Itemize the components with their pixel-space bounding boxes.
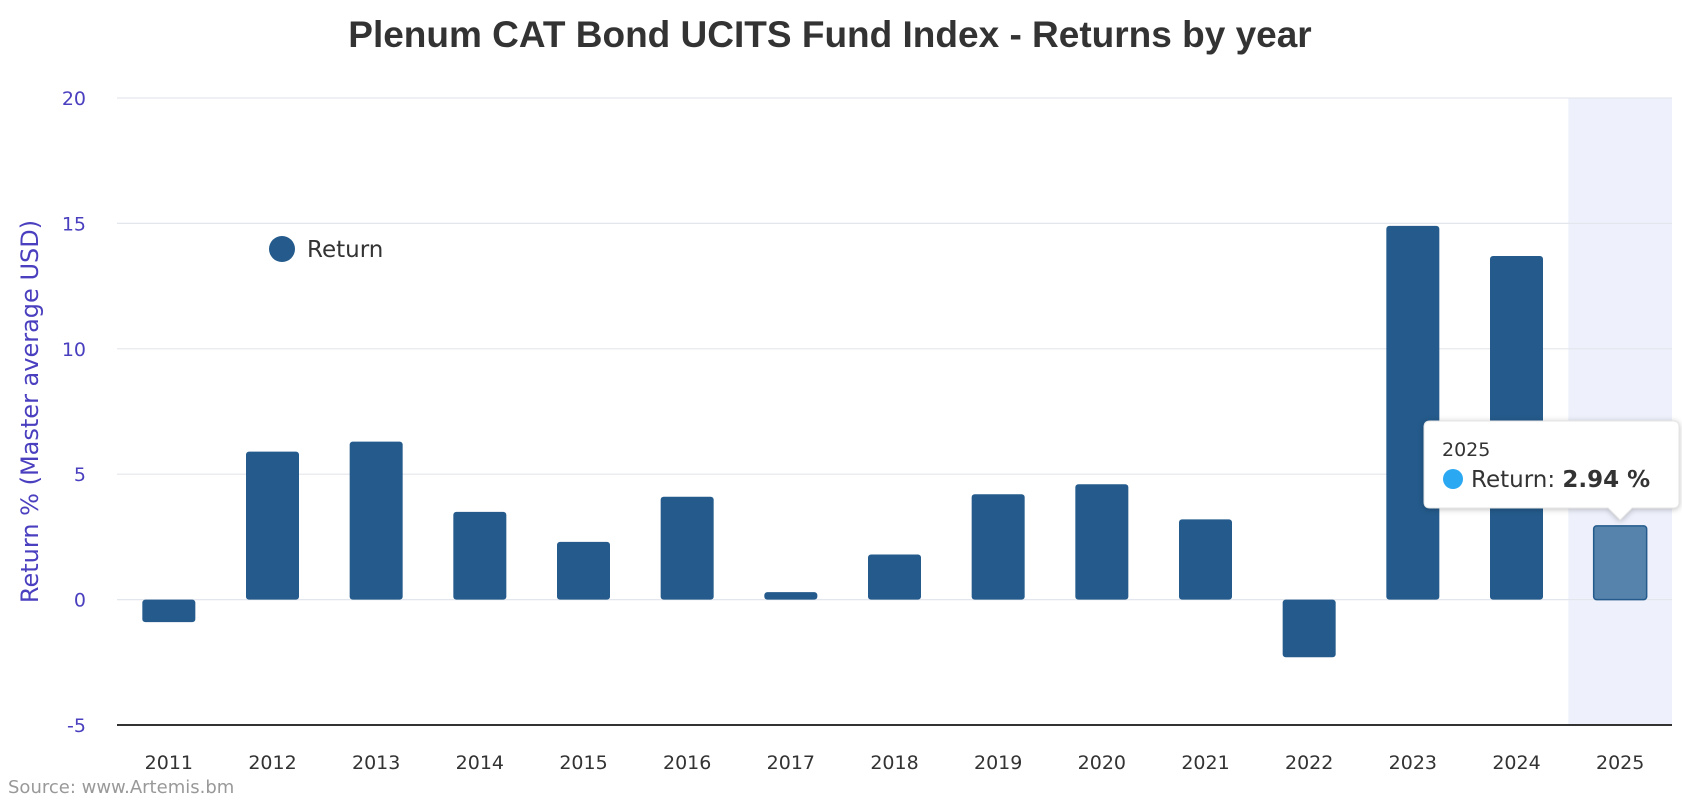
y-tick-label: -5 (67, 715, 86, 737)
source-credit[interactable]: Source: www.Artemis.bm (8, 777, 234, 798)
x-tick-label: 2021 (1181, 752, 1229, 774)
y-tick-label: 15 (62, 213, 86, 235)
tooltip-series-dot-icon (1443, 469, 1463, 489)
y-axis-ticks: 20 15 10 5 0 -5 (62, 88, 86, 737)
bar-2023[interactable] (1386, 225, 1440, 600)
y-tick-label: 10 (62, 339, 86, 361)
x-tick-label: 2020 (1078, 752, 1126, 774)
y-tick-label: 0 (74, 590, 86, 612)
highlight-band (1568, 98, 1672, 725)
tooltip-series-label: Return: (1471, 467, 1562, 493)
y-tick-label: 5 (74, 464, 86, 486)
tooltip-text: Return: 2.94 % (1471, 467, 1650, 493)
x-tick-label: 2013 (352, 752, 400, 774)
x-tick-label: 2023 (1389, 752, 1437, 774)
x-tick-label: 2014 (456, 752, 504, 774)
tooltip-category: 2025 (1442, 439, 1490, 461)
legend-label[interactable]: Return (307, 237, 383, 263)
x-tick-label: 2019 (974, 752, 1022, 774)
y-axis-label: Return % (Master average USD) (16, 220, 44, 603)
bar-2011[interactable] (142, 599, 196, 623)
legend-marker-icon (269, 236, 295, 262)
x-tick-label: 2011 (145, 752, 193, 774)
tooltip: 2025 Return: 2.94 % (1423, 420, 1680, 521)
tooltip-value: 2.94 % (1562, 467, 1650, 493)
bar-2013[interactable] (349, 441, 403, 600)
legend[interactable]: Return (269, 236, 383, 263)
x-tick-label: 2024 (1492, 752, 1540, 774)
y-tick-label: 20 (62, 88, 86, 110)
bar-2021[interactable] (1179, 519, 1232, 600)
bar-layer (142, 225, 1648, 658)
highlight-band-layer (1568, 98, 1672, 725)
chart-title: Plenum CAT Bond UCITS Fund Index - Retur… (348, 14, 1311, 55)
x-tick-label: 2018 (870, 752, 918, 774)
x-tick-label: 2012 (248, 752, 296, 774)
tooltip-box (1423, 420, 1680, 521)
bar-2025[interactable] (1592, 525, 1648, 601)
x-tick-label: 2016 (663, 752, 711, 774)
bar-2019[interactable] (971, 494, 1025, 600)
bar-2018[interactable] (868, 554, 921, 600)
bar-2012[interactable] (246, 451, 299, 600)
x-tick-label: 2025 (1596, 752, 1644, 774)
bar-2017[interactable] (764, 592, 818, 600)
bar-2020[interactable] (1075, 484, 1129, 600)
x-axis-ticks: 2011 2012 2013 2014 2015 2016 2017 2018 2019 2020… (145, 752, 1645, 774)
bar-2015[interactable] (557, 541, 610, 600)
bar-2014[interactable] (453, 511, 507, 600)
bar-2022[interactable] (1282, 599, 1336, 658)
bar-2016[interactable] (660, 496, 714, 600)
x-tick-label: 2015 (559, 752, 607, 774)
x-tick-label: 2017 (767, 752, 815, 774)
x-tick-label: 2022 (1285, 752, 1333, 774)
